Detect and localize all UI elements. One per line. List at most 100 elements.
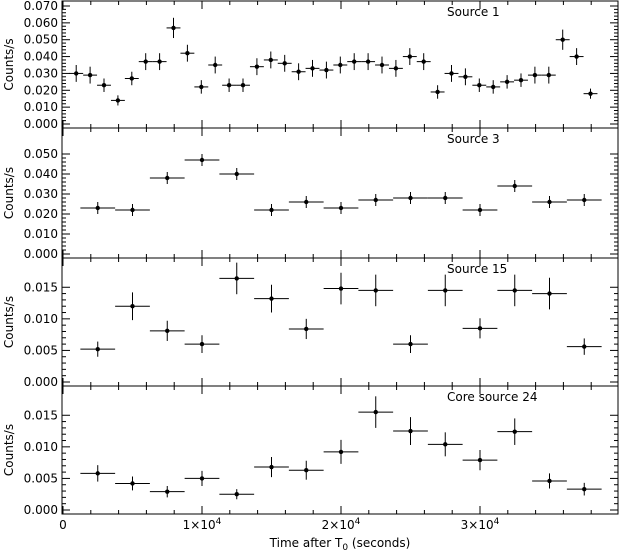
- x-tick-exponent: 4: [355, 517, 361, 527]
- y-tick-label: 0.020: [24, 83, 58, 97]
- data-point: [338, 449, 344, 455]
- data-point: [269, 296, 274, 301]
- data-point: [379, 62, 385, 68]
- panel-title: Core source 24: [447, 390, 538, 404]
- panel-frame: [61, 257, 619, 387]
- data-point: [296, 69, 301, 74]
- x-tick-exponent: 4: [216, 517, 222, 527]
- x-axis-label-subscript: 0: [342, 543, 348, 550]
- data-point: [547, 478, 552, 484]
- data-point: [304, 199, 309, 205]
- data-point: [95, 346, 100, 352]
- data-point: [165, 328, 170, 334]
- y-tick-label: 0.010: [24, 440, 58, 454]
- y-tick-label: 0.000: [24, 375, 58, 389]
- y-tick-label: 0.020: [24, 207, 58, 221]
- data-point: [393, 66, 399, 71]
- data-point: [477, 457, 483, 463]
- x-axis-label: Time after T0 (seconds): [269, 536, 411, 550]
- x-tick-label: 3×104: [461, 517, 500, 532]
- data-point: [443, 195, 448, 201]
- data-point: [512, 183, 517, 189]
- data-point: [352, 59, 357, 64]
- data-point: [582, 486, 587, 492]
- data-point: [130, 481, 135, 486]
- data-point: [304, 326, 309, 332]
- data-point: [477, 83, 482, 88]
- data-point: [165, 489, 170, 494]
- data-point: [574, 54, 579, 59]
- data-point: [518, 77, 524, 83]
- data-point: [408, 195, 413, 201]
- data-point: [226, 83, 232, 88]
- y-tick-label: 0.030: [24, 66, 58, 80]
- y-tick-label: 0.040: [24, 167, 58, 181]
- data-point: [282, 61, 287, 66]
- data-point: [234, 492, 239, 497]
- data-point: [338, 205, 344, 211]
- y-tick-label: 0.060: [24, 16, 58, 30]
- y-tick-label: 0.040: [24, 50, 58, 64]
- data-point: [129, 76, 135, 81]
- data-point: [547, 291, 552, 296]
- data-point: [234, 276, 239, 281]
- data-point: [504, 79, 510, 85]
- data-point: [512, 288, 517, 293]
- y-tick-label: 0.000: [24, 117, 58, 131]
- y-tick-label: 0.050: [24, 147, 58, 161]
- data-point: [101, 83, 107, 88]
- y-tick-label: 0.000: [24, 247, 58, 261]
- x-tick-exponent: 4: [494, 517, 500, 527]
- y-tick-label: 0.010: [24, 227, 58, 241]
- data-point: [199, 476, 205, 481]
- data-point: [171, 25, 176, 31]
- data-point: [407, 54, 413, 59]
- data-point: [546, 72, 552, 78]
- data-point: [532, 72, 538, 78]
- data-point: [463, 74, 468, 80]
- data-point: [582, 344, 587, 349]
- data-point: [408, 428, 413, 434]
- data-point: [477, 326, 483, 331]
- data-point: [365, 59, 371, 64]
- data-point: [338, 286, 344, 291]
- x-tick-label: 0: [59, 518, 67, 532]
- data-point: [87, 72, 93, 78]
- data-point: [310, 66, 315, 71]
- y-axis-label: Counts/s: [2, 424, 16, 476]
- data-point: [240, 83, 246, 88]
- y-axis-label: Counts/s: [2, 296, 16, 348]
- y-tick-label: 0.010: [24, 312, 58, 326]
- data-point: [324, 67, 329, 73]
- data-point: [130, 304, 135, 309]
- data-point: [199, 84, 204, 90]
- data-point: [95, 205, 100, 211]
- panel-frame: [61, 127, 619, 259]
- y-axis-label: Counts/s: [2, 38, 16, 90]
- x-tick-label: 2×104: [322, 517, 361, 532]
- data-point: [74, 71, 79, 76]
- data-point: [408, 341, 413, 347]
- y-tick-label: 0.030: [24, 187, 58, 201]
- panel-title: Source 1: [447, 5, 500, 19]
- data-point: [338, 62, 343, 68]
- data-point: [547, 199, 552, 205]
- y-tick-label: 0.015: [24, 408, 58, 422]
- data-point: [269, 464, 274, 470]
- data-point: [234, 171, 239, 177]
- y-tick-label: 0.070: [24, 0, 58, 13]
- data-point: [373, 409, 378, 415]
- data-point: [443, 442, 448, 447]
- y-tick-label: 0.015: [24, 280, 58, 294]
- data-point: [373, 288, 378, 293]
- y-axis-label: Counts/s: [2, 167, 16, 219]
- data-point: [115, 98, 121, 103]
- data-point: [421, 59, 426, 64]
- data-point: [199, 341, 205, 347]
- data-point: [143, 59, 148, 64]
- data-point: [304, 468, 309, 473]
- data-point: [157, 59, 162, 64]
- data-point: [213, 62, 218, 68]
- data-point: [443, 288, 448, 293]
